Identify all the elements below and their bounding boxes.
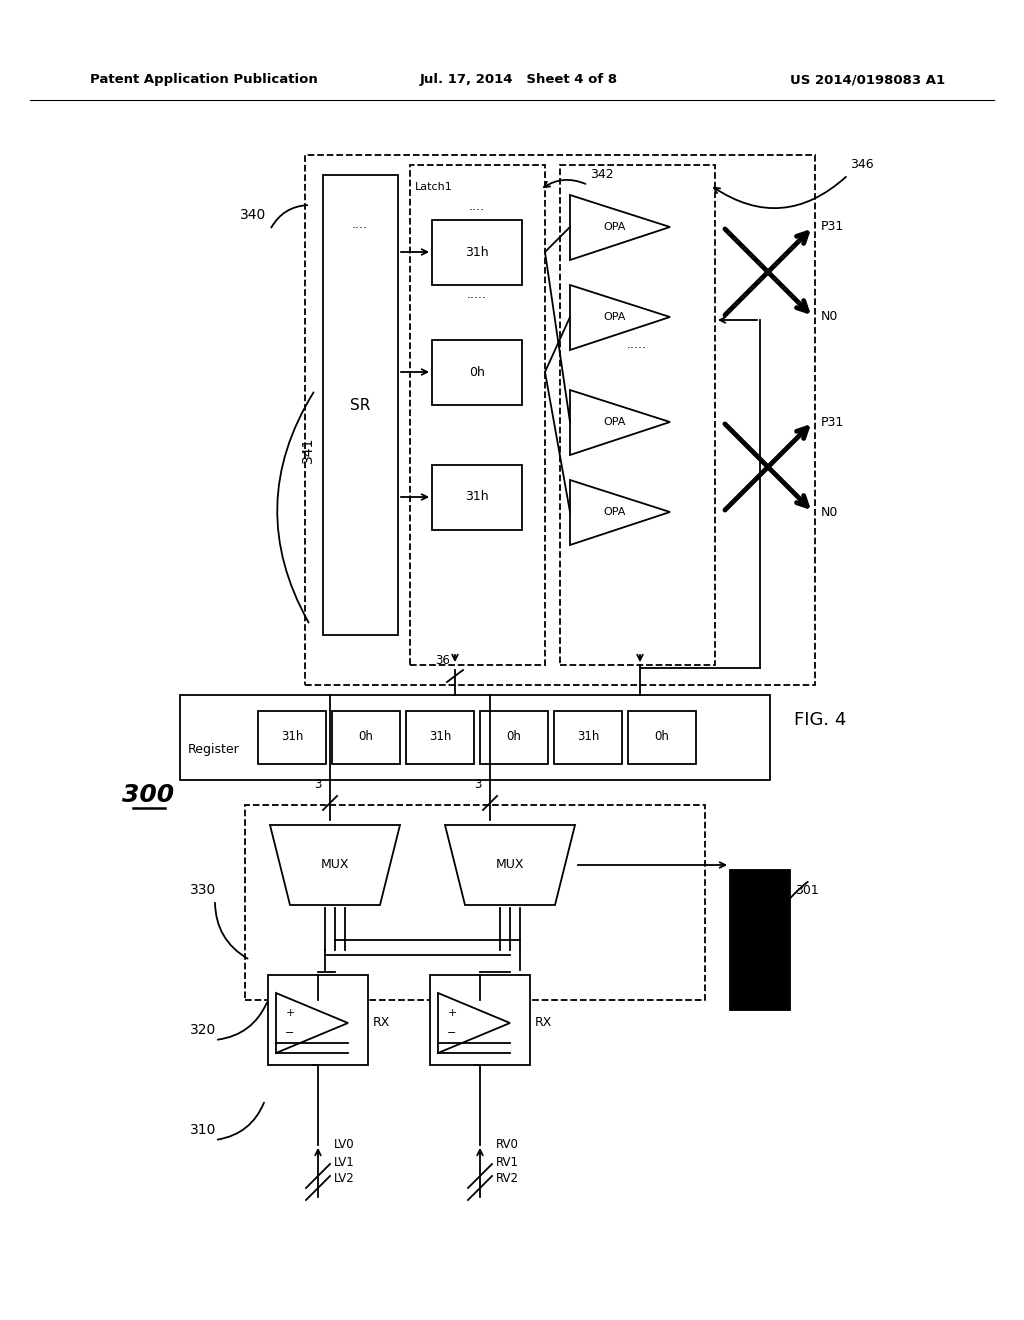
Text: 330: 330 (190, 883, 216, 898)
Text: P31: P31 (821, 416, 844, 429)
Text: FIG. 4: FIG. 4 (794, 711, 846, 729)
Text: 31h: 31h (465, 491, 488, 503)
Text: 31h: 31h (429, 730, 452, 743)
FancyBboxPatch shape (332, 711, 400, 764)
Text: MUX: MUX (321, 858, 349, 871)
Text: Latch1: Latch1 (415, 182, 453, 191)
Text: N0: N0 (821, 310, 839, 323)
FancyBboxPatch shape (628, 711, 696, 764)
FancyBboxPatch shape (430, 975, 530, 1065)
Text: N0: N0 (821, 506, 839, 519)
Text: −: − (286, 1028, 295, 1038)
FancyBboxPatch shape (323, 176, 398, 635)
Text: 0h: 0h (507, 730, 521, 743)
Text: 3: 3 (474, 779, 481, 792)
Text: 3: 3 (314, 779, 322, 792)
Text: 340: 340 (240, 209, 266, 222)
FancyBboxPatch shape (305, 154, 815, 685)
Text: −: − (447, 1028, 457, 1038)
FancyBboxPatch shape (406, 711, 474, 764)
Text: 31h: 31h (281, 730, 303, 743)
Text: OPA: OPA (604, 507, 627, 517)
Text: MUX: MUX (496, 858, 524, 871)
Text: 0h: 0h (654, 730, 670, 743)
Text: 36: 36 (435, 653, 450, 667)
FancyBboxPatch shape (258, 711, 326, 764)
Text: Register: Register (188, 742, 240, 755)
Text: 342: 342 (590, 169, 613, 181)
FancyBboxPatch shape (410, 165, 545, 665)
Text: 0h: 0h (469, 366, 485, 379)
Text: .....: ..... (627, 338, 647, 351)
FancyBboxPatch shape (730, 870, 790, 1010)
Text: OPA: OPA (604, 222, 627, 232)
Text: OPA: OPA (604, 312, 627, 322)
Text: +: + (286, 1008, 295, 1018)
FancyBboxPatch shape (180, 696, 770, 780)
FancyBboxPatch shape (480, 711, 548, 764)
Text: 301: 301 (795, 883, 819, 896)
Text: LV0: LV0 (334, 1138, 354, 1151)
Text: SR: SR (350, 397, 371, 412)
Text: ....: .... (352, 219, 368, 231)
FancyBboxPatch shape (432, 465, 522, 531)
Text: Jul. 17, 2014   Sheet 4 of 8: Jul. 17, 2014 Sheet 4 of 8 (420, 74, 618, 87)
FancyBboxPatch shape (554, 711, 622, 764)
Text: 346: 346 (850, 158, 873, 172)
Text: LV2: LV2 (334, 1172, 354, 1184)
Text: OPA: OPA (604, 417, 627, 426)
Text: ....: .... (469, 201, 485, 214)
Text: US 2014/0198083 A1: US 2014/0198083 A1 (790, 74, 945, 87)
Text: LV1: LV1 (334, 1155, 354, 1168)
Text: Patent Application Publication: Patent Application Publication (90, 74, 317, 87)
Text: +: + (447, 1008, 457, 1018)
Text: RX: RX (535, 1016, 552, 1030)
Text: RV0: RV0 (496, 1138, 519, 1151)
FancyBboxPatch shape (432, 341, 522, 405)
Text: 0h: 0h (358, 730, 374, 743)
Text: 320: 320 (190, 1023, 216, 1038)
FancyBboxPatch shape (268, 975, 368, 1065)
Text: P31: P31 (821, 220, 844, 234)
FancyBboxPatch shape (245, 805, 705, 1001)
Text: 310: 310 (190, 1123, 216, 1137)
Text: 300: 300 (122, 783, 174, 807)
Text: RX: RX (373, 1016, 390, 1030)
Text: 31h: 31h (465, 246, 488, 259)
Text: 31h: 31h (577, 730, 599, 743)
FancyBboxPatch shape (432, 220, 522, 285)
FancyBboxPatch shape (560, 165, 715, 665)
Text: RV1: RV1 (496, 1155, 519, 1168)
Text: 341: 341 (301, 437, 315, 463)
Text: .....: ..... (467, 289, 487, 301)
Text: RV2: RV2 (496, 1172, 519, 1184)
